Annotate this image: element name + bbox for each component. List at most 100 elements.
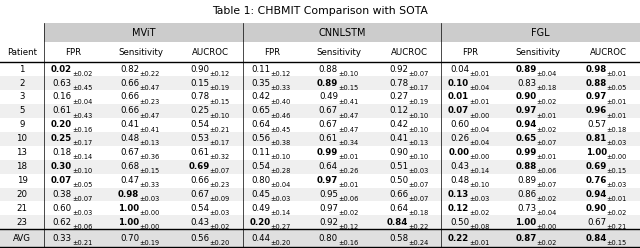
Text: ±0.00: ±0.00 (469, 154, 490, 160)
Text: 19: 19 (17, 176, 28, 185)
Text: 1.00: 1.00 (586, 148, 607, 157)
Text: 18: 18 (17, 162, 28, 171)
Text: 0.61: 0.61 (52, 106, 72, 115)
Text: CNNLSTM: CNNLSTM (318, 28, 365, 38)
Text: ±0.05: ±0.05 (607, 85, 627, 91)
Text: 0.20: 0.20 (250, 218, 271, 227)
Text: 0.67: 0.67 (319, 120, 338, 129)
Text: ±0.02: ±0.02 (536, 241, 557, 247)
Text: 0.43: 0.43 (450, 162, 469, 171)
Text: 0.49: 0.49 (252, 204, 271, 213)
Text: ±0.17: ±0.17 (408, 85, 428, 91)
Text: ±0.03: ±0.03 (72, 210, 92, 216)
Text: AUCROC: AUCROC (192, 48, 229, 57)
Text: Sensitivity: Sensitivity (317, 48, 362, 57)
Text: 1.00: 1.00 (515, 218, 536, 227)
Text: ±0.03: ±0.03 (607, 182, 627, 188)
Text: 0.26: 0.26 (450, 134, 469, 143)
Text: 0.54: 0.54 (190, 120, 209, 129)
Text: 0.56: 0.56 (190, 234, 209, 243)
Text: ±0.21: ±0.21 (209, 126, 230, 132)
Text: AUCROC: AUCROC (589, 48, 627, 57)
Text: ±0.19: ±0.19 (408, 99, 428, 105)
Text: ±0.06: ±0.06 (338, 196, 358, 202)
Text: 1.00: 1.00 (118, 204, 140, 213)
Text: 0.54: 0.54 (190, 204, 209, 213)
Text: ±0.02: ±0.02 (469, 210, 490, 216)
Text: 0.61: 0.61 (190, 148, 209, 157)
Text: 0.89: 0.89 (317, 79, 338, 88)
Text: AUCROC: AUCROC (391, 48, 428, 57)
Text: 0.63: 0.63 (52, 79, 72, 88)
Bar (0, 160, 640, 174)
Text: ±0.14: ±0.14 (469, 168, 490, 174)
Text: ±0.07: ±0.07 (408, 71, 429, 77)
Text: 0.70: 0.70 (120, 234, 140, 243)
Text: 0.16: 0.16 (52, 93, 72, 101)
Text: 0.98: 0.98 (586, 65, 607, 74)
Text: ±0.02: ±0.02 (536, 99, 557, 105)
Bar (0, 229, 640, 247)
Text: Table 1: CHBMIT Comparison with SOTA: Table 1: CHBMIT Comparison with SOTA (212, 6, 428, 16)
Text: 0.47: 0.47 (120, 176, 140, 185)
Text: ±0.12: ±0.12 (209, 71, 230, 77)
Text: 0.60: 0.60 (52, 204, 72, 213)
Text: ±0.38: ±0.38 (271, 140, 291, 146)
Text: ±0.47: ±0.47 (140, 85, 159, 91)
Text: ±0.32: ±0.32 (209, 154, 230, 160)
Text: 0.33: 0.33 (52, 234, 72, 243)
Text: ±0.07: ±0.07 (536, 182, 557, 188)
Text: ±0.00: ±0.00 (607, 154, 627, 160)
Text: ±0.15: ±0.15 (140, 168, 159, 174)
Text: ±0.19: ±0.19 (140, 241, 159, 247)
Text: FGL: FGL (531, 28, 550, 38)
Text: ±0.22: ±0.22 (408, 224, 429, 230)
Text: 20: 20 (17, 190, 28, 199)
Text: ±0.10: ±0.10 (72, 168, 92, 174)
Text: ±0.21: ±0.21 (607, 224, 627, 230)
Text: ±0.15: ±0.15 (607, 168, 627, 174)
Text: ±0.01: ±0.01 (536, 154, 557, 160)
Text: 0.89: 0.89 (518, 176, 536, 185)
Text: ±0.18: ±0.18 (607, 126, 627, 132)
Text: ±0.02: ±0.02 (72, 71, 92, 77)
Text: 0.13: 0.13 (448, 190, 469, 199)
Text: 0.11: 0.11 (252, 65, 271, 74)
Text: ±0.07: ±0.07 (536, 140, 557, 146)
Text: 0.66: 0.66 (190, 176, 209, 185)
Text: 0.92: 0.92 (389, 65, 408, 74)
Text: ±0.01: ±0.01 (607, 196, 627, 202)
Text: 0.86: 0.86 (517, 190, 536, 199)
Text: 0.94: 0.94 (515, 120, 536, 129)
Text: 0.57: 0.57 (588, 120, 607, 129)
Text: 0.64: 0.64 (389, 204, 408, 213)
Text: ±0.41: ±0.41 (338, 99, 358, 105)
Text: 1.00: 1.00 (118, 218, 140, 227)
Text: 0.90: 0.90 (389, 148, 408, 157)
Text: 0.15: 0.15 (190, 79, 209, 88)
Text: ±0.10: ±0.10 (271, 154, 291, 160)
Text: ±0.28: ±0.28 (271, 168, 291, 174)
Text: ±0.46: ±0.46 (271, 113, 291, 119)
Text: 0.38: 0.38 (52, 190, 72, 199)
Text: ±0.15: ±0.15 (607, 241, 627, 247)
Text: 0.25: 0.25 (190, 106, 209, 115)
Text: ±0.16: ±0.16 (72, 126, 92, 132)
Text: 0.61: 0.61 (319, 134, 338, 143)
Text: ±0.14: ±0.14 (72, 154, 92, 160)
Text: 9: 9 (19, 120, 25, 129)
Text: 0.50: 0.50 (389, 176, 408, 185)
Text: 0.42: 0.42 (389, 120, 408, 129)
Text: ±0.21: ±0.21 (72, 241, 92, 247)
Text: 0.68: 0.68 (120, 162, 140, 171)
Text: ±0.23: ±0.23 (140, 99, 159, 105)
Text: ±0.08: ±0.08 (469, 224, 490, 230)
Text: 0.97: 0.97 (586, 93, 607, 101)
Text: 0.84: 0.84 (586, 234, 607, 243)
Text: 5: 5 (19, 106, 25, 115)
Text: ±0.07: ±0.07 (408, 196, 429, 202)
Text: ±0.33: ±0.33 (140, 182, 159, 188)
Text: ±0.15: ±0.15 (338, 85, 358, 91)
Text: ±0.09: ±0.09 (209, 196, 230, 202)
Text: ±0.03: ±0.03 (140, 196, 159, 202)
